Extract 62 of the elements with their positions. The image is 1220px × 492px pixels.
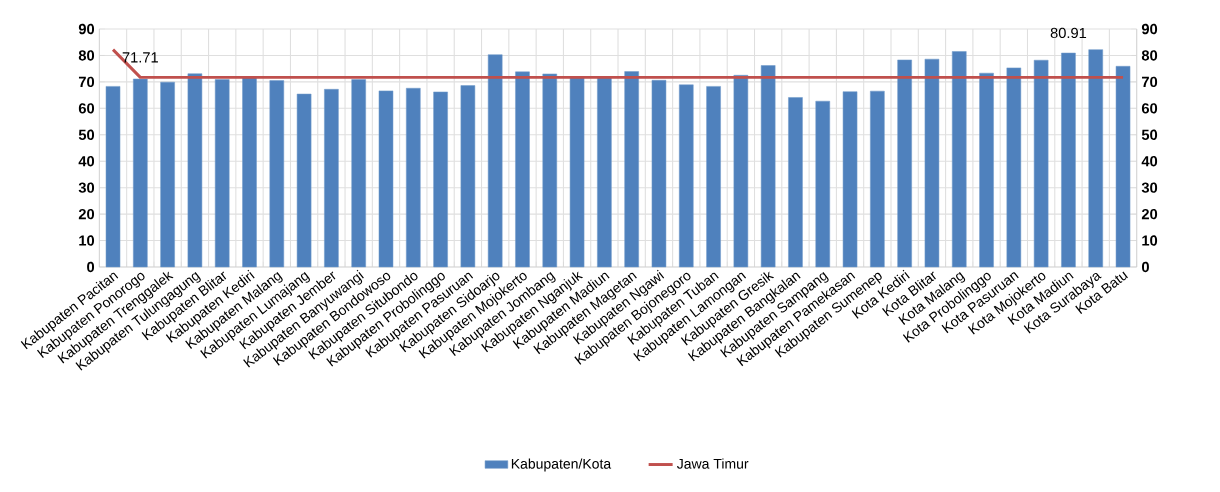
y2-tick-label: 60 (78, 103, 95, 114)
annotation: 80.91 (1050, 27, 1087, 39)
bar (1115, 66, 1131, 268)
bar (1061, 52, 1076, 268)
bar (1033, 59, 1049, 268)
y-tick-label: 80 (1141, 50, 1158, 61)
bar (187, 73, 203, 268)
annotation: 71.71 (122, 52, 158, 63)
y-tick-label: 10 (1142, 235, 1158, 246)
bar (269, 80, 285, 268)
y-tick-label: 20 (1141, 208, 1158, 220)
bar (242, 76, 257, 268)
bar (842, 91, 858, 268)
legend-label: Jawa Timur (676, 458, 749, 469)
bar (542, 73, 558, 268)
bar (214, 79, 230, 268)
y2-tick-label: 10 (79, 235, 95, 246)
bar (624, 71, 639, 268)
y2-tick-label: 90 (78, 23, 95, 35)
bar (1006, 67, 1022, 268)
bar (324, 89, 339, 268)
bar (296, 93, 312, 268)
bar (515, 71, 530, 268)
bar (351, 79, 366, 268)
y-tick-label: 70 (1142, 76, 1158, 88)
y-tick-label: 30 (1141, 182, 1158, 193)
bar (733, 75, 749, 268)
y-tick-label: 50 (1141, 129, 1158, 140)
bar (788, 97, 803, 268)
bar (651, 80, 667, 268)
bar (569, 76, 585, 268)
bar (133, 78, 148, 268)
bar (924, 58, 940, 268)
bar (870, 90, 885, 268)
bar (460, 85, 476, 268)
y-tick-label: 90 (1141, 23, 1158, 35)
bar (897, 59, 912, 268)
y-tick-label: 0 (1141, 261, 1149, 273)
y2-tick-label: 80 (78, 50, 95, 61)
bar (679, 84, 694, 268)
bar (815, 100, 831, 268)
y2-tick-label: 30 (78, 182, 95, 193)
bar (105, 86, 121, 268)
bar (433, 91, 448, 268)
bar (951, 51, 967, 268)
y2-tick-label: 40 (78, 156, 95, 167)
bar (760, 65, 776, 268)
bar (706, 86, 721, 268)
y2-tick-label: 20 (78, 208, 95, 220)
bar (160, 81, 175, 268)
bar (378, 90, 394, 268)
legend-label: Kabupaten/Kota (511, 458, 612, 472)
y2-tick-label: 0 (87, 261, 95, 273)
y2-tick-label: 70 (78, 76, 95, 88)
bar (487, 54, 503, 268)
y-tick-label: 60 (1141, 103, 1158, 114)
bar (1088, 49, 1103, 268)
bar (406, 87, 421, 268)
y-tick-label: 40 (1141, 156, 1158, 167)
bar (597, 76, 612, 268)
bar (979, 72, 994, 268)
y2-tick-label: 50 (78, 129, 95, 140)
